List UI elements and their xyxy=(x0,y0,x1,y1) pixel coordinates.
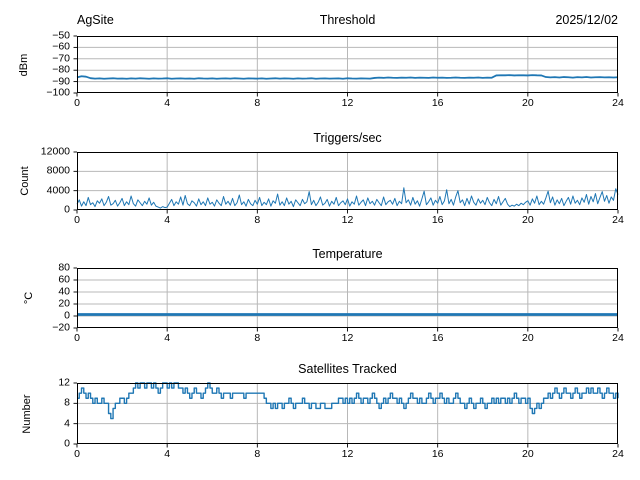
x-tick-label: 12 xyxy=(341,332,354,344)
x-tick-label: 8 xyxy=(254,97,261,109)
x-tick-label: 8 xyxy=(254,448,261,460)
y-tick-label: 0 xyxy=(64,203,70,216)
x-tick-label: 8 xyxy=(254,332,261,344)
x-tick-label: 8 xyxy=(254,214,261,226)
y-tick-label: −100 xyxy=(46,86,70,99)
x-tick-label: 12 xyxy=(341,214,354,226)
y-tick-label: −90 xyxy=(52,75,70,88)
y-axis-label-number: Number xyxy=(21,393,33,434)
plot-area-satellites: 0 4 8 12 0 4 8 12 16 20 24 xyxy=(58,377,624,460)
subplot-title-triggers: Triggers/sec xyxy=(313,131,382,145)
x-tick-label: 4 xyxy=(164,214,171,226)
x-tick-label: 4 xyxy=(164,332,171,344)
y-axis-label-dbm: dBm xyxy=(18,53,30,76)
y-tick-label: 60 xyxy=(58,273,70,286)
y-tick-label: −80 xyxy=(52,63,70,76)
x-tick-label: 20 xyxy=(521,214,534,226)
y-tick-label: −70 xyxy=(52,52,70,65)
y-tick-label: 0 xyxy=(64,437,70,450)
y-tick-label: 12000 xyxy=(40,145,70,158)
y-tick-label: 20 xyxy=(58,297,70,310)
chart-canvas xyxy=(73,267,619,332)
axes-spines xyxy=(77,268,618,328)
x-tick-label: 24 xyxy=(612,214,624,226)
y-tick-label: 8 xyxy=(64,396,70,409)
site-label: AgSite xyxy=(77,13,114,27)
x-tick-label: 4 xyxy=(164,97,171,109)
x-tick-label: 16 xyxy=(431,448,444,460)
chart-canvas xyxy=(73,151,619,214)
axes-spines xyxy=(77,383,618,444)
y-tick-label: 80 xyxy=(58,261,70,274)
x-tick-label: 24 xyxy=(612,97,624,109)
x-tick-label: 4 xyxy=(164,448,171,460)
temperature-title-row: Temperature xyxy=(77,247,618,262)
plot-area-threshold: −50 −60 −70 −80 −90 −100 0 4 8 12 16 20 24 xyxy=(46,30,624,109)
subplot-title-threshold: Threshold xyxy=(319,13,376,27)
y-tick-label: 4 xyxy=(64,417,70,430)
y-axis-label-count: Count xyxy=(19,166,31,196)
x-tick-label: 16 xyxy=(431,332,444,344)
data-line xyxy=(76,74,619,80)
plot-area-temperature: −20 0 20 40 60 80 0 4 8 12 16 20 24 xyxy=(52,262,624,344)
subplot-title-temperature: Temperature xyxy=(312,247,383,261)
axes-spines xyxy=(77,36,618,93)
chart-canvas xyxy=(73,35,619,97)
y-tick-label: 4000 xyxy=(46,184,70,197)
y-tick-label: −50 xyxy=(52,29,70,42)
y-tick-label: 0 xyxy=(64,309,70,322)
x-tick-label: 0 xyxy=(74,97,80,109)
satellites-title-row: Satellites Tracked xyxy=(77,362,618,377)
chart-canvas xyxy=(73,382,619,448)
data-line xyxy=(76,187,619,209)
x-tick-label: 20 xyxy=(521,332,534,344)
threshold-title-row: AgSite Threshold 2025/12/02 xyxy=(77,13,618,28)
y-tick-label: 12 xyxy=(58,376,70,389)
y-tick-label: 8000 xyxy=(46,164,70,177)
x-tick-label: 16 xyxy=(431,214,444,226)
y-axis-label-celsius: °C xyxy=(23,291,35,305)
x-tick-label: 16 xyxy=(431,97,444,109)
x-tick-label: 0 xyxy=(74,214,80,226)
x-tick-label: 24 xyxy=(612,332,624,344)
subplot-title-satellites: Satellites Tracked xyxy=(298,362,397,376)
axes-spines xyxy=(77,152,618,210)
triggers-title-row: Triggers/sec xyxy=(77,131,618,146)
plot-area-triggers: 0 4000 8000 12000 0 4 8 12 16 20 24 xyxy=(41,146,624,226)
x-tick-label: 20 xyxy=(521,97,534,109)
x-tick-label: 0 xyxy=(74,332,80,344)
y-tick-label: −20 xyxy=(52,321,70,334)
y-tick-label: −60 xyxy=(52,40,70,53)
y-tick-label: 40 xyxy=(58,285,70,298)
x-tick-label: 0 xyxy=(74,448,80,460)
x-tick-label: 12 xyxy=(341,97,354,109)
x-tick-label: 24 xyxy=(612,448,624,460)
x-tick-label: 12 xyxy=(341,448,354,460)
x-tick-label: 20 xyxy=(521,448,534,460)
date-label: 2025/12/02 xyxy=(555,13,618,27)
